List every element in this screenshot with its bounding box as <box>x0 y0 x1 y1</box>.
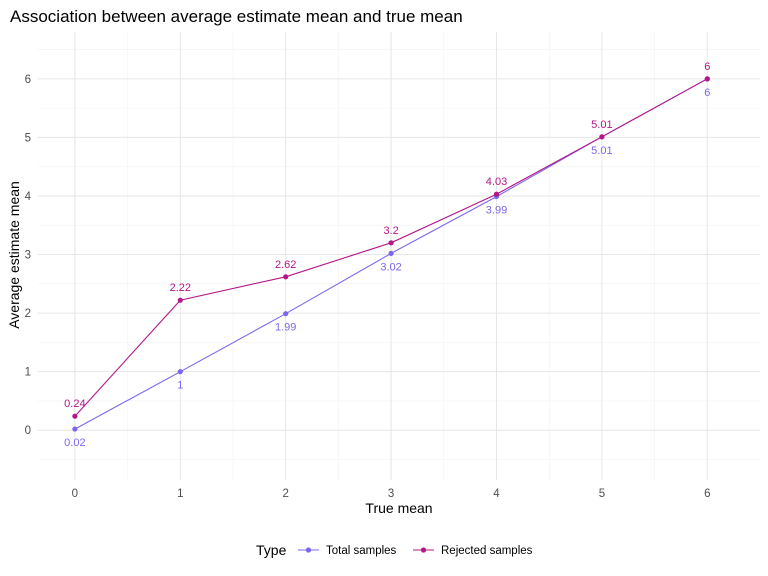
data-label: 5.01 <box>591 145 612 157</box>
data-label: 0.24 <box>64 398 85 410</box>
x-axis-title: True mean <box>365 500 432 516</box>
data-label: 3.02 <box>380 261 401 273</box>
data-point <box>177 297 183 303</box>
data-point <box>599 134 605 140</box>
data-label: 3.99 <box>486 205 507 217</box>
data-point <box>177 369 183 375</box>
y-tick-label: 2 <box>25 308 31 320</box>
y-tick-label: 3 <box>25 250 31 262</box>
y-tick-label: 5 <box>25 132 31 144</box>
legend-item-label: Rejected samples <box>441 545 533 557</box>
y-tick-label: 1 <box>25 367 31 379</box>
data-point <box>704 76 710 82</box>
legend-key-point <box>420 547 427 553</box>
x-tick-label: 5 <box>599 488 605 500</box>
series-points <box>72 76 710 432</box>
legend-key-point <box>305 547 312 553</box>
data-label: 6 <box>704 61 710 73</box>
data-point <box>72 426 78 432</box>
data-label: 4.03 <box>486 176 507 188</box>
legend-title: Type <box>256 542 287 558</box>
data-label: 1 <box>177 380 183 392</box>
data-point <box>388 240 394 246</box>
grid-lines <box>38 32 760 480</box>
data-label: 2.62 <box>275 259 296 271</box>
data-labels: 0.02 1 1.99 3.02 3.99 5.01 6 0.24 2.22 2.62 3.2 4.0… <box>64 61 710 449</box>
y-tick-label: 6 <box>25 74 31 86</box>
x-tick-label: 4 <box>493 488 500 500</box>
data-label: 0.02 <box>64 437 85 449</box>
x-tick-label: 0 <box>72 488 78 500</box>
x-tick-label: 1 <box>177 488 183 500</box>
legend: Type Total samples Rejected samples <box>256 542 533 558</box>
data-label: 5.01 <box>591 119 612 131</box>
data-point <box>283 274 289 280</box>
data-point <box>72 413 78 419</box>
data-label: 6 <box>704 87 710 99</box>
data-point <box>283 311 289 317</box>
y-tick-label: 4 <box>25 191 32 203</box>
data-label: 3.2 <box>383 225 398 237</box>
x-axis-ticks: 0 1 2 3 4 5 6 <box>72 488 711 500</box>
x-tick-label: 2 <box>282 488 288 500</box>
data-label: 2.22 <box>170 282 191 294</box>
x-tick-label: 3 <box>388 488 394 500</box>
chart-title: Association between average estimate mea… <box>10 7 463 26</box>
y-tick-label: 0 <box>25 425 31 437</box>
legend-item-label: Total samples <box>326 545 397 557</box>
y-axis-title: Average estimate mean <box>6 181 22 329</box>
data-point <box>493 191 500 197</box>
data-point <box>388 250 394 256</box>
data-label: 1.99 <box>275 322 296 334</box>
y-axis-ticks: 0 1 2 3 4 5 6 <box>25 74 32 437</box>
x-tick-label: 6 <box>704 488 710 500</box>
